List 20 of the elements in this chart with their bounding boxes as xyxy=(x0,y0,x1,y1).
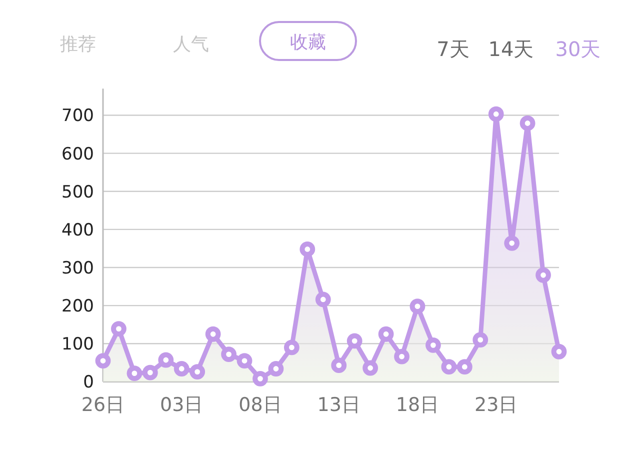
y-tick-label: 700 xyxy=(62,106,94,126)
annotation: 人气 xyxy=(173,34,209,55)
annotation: 14天 xyxy=(488,37,534,61)
y-tick-label: 400 xyxy=(62,220,94,240)
y-tick-label: 600 xyxy=(62,144,94,164)
y-tick-label: 0 xyxy=(83,372,94,393)
x-tick-label: 13日 xyxy=(317,394,360,416)
x-tick-label: 08日 xyxy=(238,394,282,416)
x-tick-label: 03日 xyxy=(160,394,204,416)
y-tick-label: 100 xyxy=(62,334,94,355)
y-tick-label: 200 xyxy=(62,296,94,317)
annotation: 7天 xyxy=(436,37,470,61)
y-tick-label: 500 xyxy=(62,182,94,202)
x-tick-label: 23日 xyxy=(474,394,518,416)
y-tick-label: 300 xyxy=(62,258,94,278)
annotation: 30天 xyxy=(555,37,601,61)
annotation: 推荐 xyxy=(60,34,96,55)
x-tick-label: 26日 xyxy=(81,394,125,416)
annotation: 收藏 xyxy=(290,32,326,53)
x-tick-label: 18日 xyxy=(396,394,440,416)
